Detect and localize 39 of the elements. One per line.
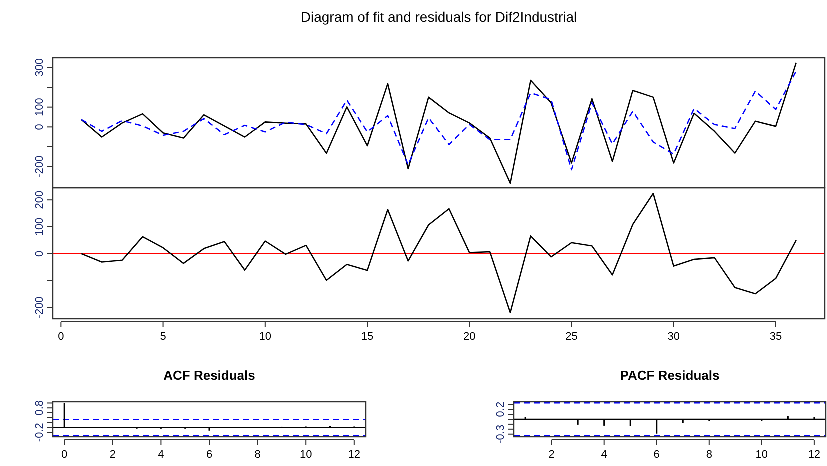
y-tick-label: -0.2 [34,423,46,442]
y-tick-label: -200 [34,156,46,178]
chart-title: Diagram of fit and residuals for Dif2Industrial [300,9,578,25]
x-tick-label: 35 [770,331,782,343]
y-tick-label: 300 [34,58,46,77]
x-tick-label: 6 [206,449,213,461]
y-tick-label: 0.2 [495,402,507,418]
chart-title: PACF Residuals [620,368,720,383]
x-tick-label: 8 [254,449,261,461]
y-tick-label: 200 [34,190,46,210]
x-tick-label: 5 [160,331,166,343]
chart-title: ACF Residuals [164,368,256,383]
y-tick-label: 0 [34,250,46,257]
x-tick-label: 6 [654,449,660,461]
y-tick-label: 0.8 [34,400,46,416]
x-tick-label: 0 [58,331,64,343]
y-tick-label: 100 [34,218,46,236]
line-series [80,62,798,184]
x-tick-label: 0 [62,449,68,461]
x-tick-label: 2 [548,449,555,461]
x-tick-label: 30 [668,331,680,343]
x-tick-label: 12 [348,449,361,461]
y-tick-label: -0.3 [495,424,507,444]
x-tick-label: 10 [259,331,272,343]
x-tick-label: 2 [110,449,116,461]
y-tick-label: -200 [34,296,46,319]
x-tick-label: 20 [464,331,476,343]
x-tick-label: 10 [756,449,768,461]
line-series [80,193,798,314]
x-tick-label: 25 [566,331,578,343]
y-tick-label: 0 [34,124,46,130]
x-tick-label: 12 [808,449,821,461]
line-series [80,70,798,171]
x-tick-label: 4 [601,449,608,461]
x-tick-label: 10 [300,449,312,461]
x-tick-label: 8 [706,449,712,461]
y-tick-label: 100 [34,98,46,117]
x-tick-label: 15 [361,331,374,343]
x-tick-label: 4 [158,449,164,461]
